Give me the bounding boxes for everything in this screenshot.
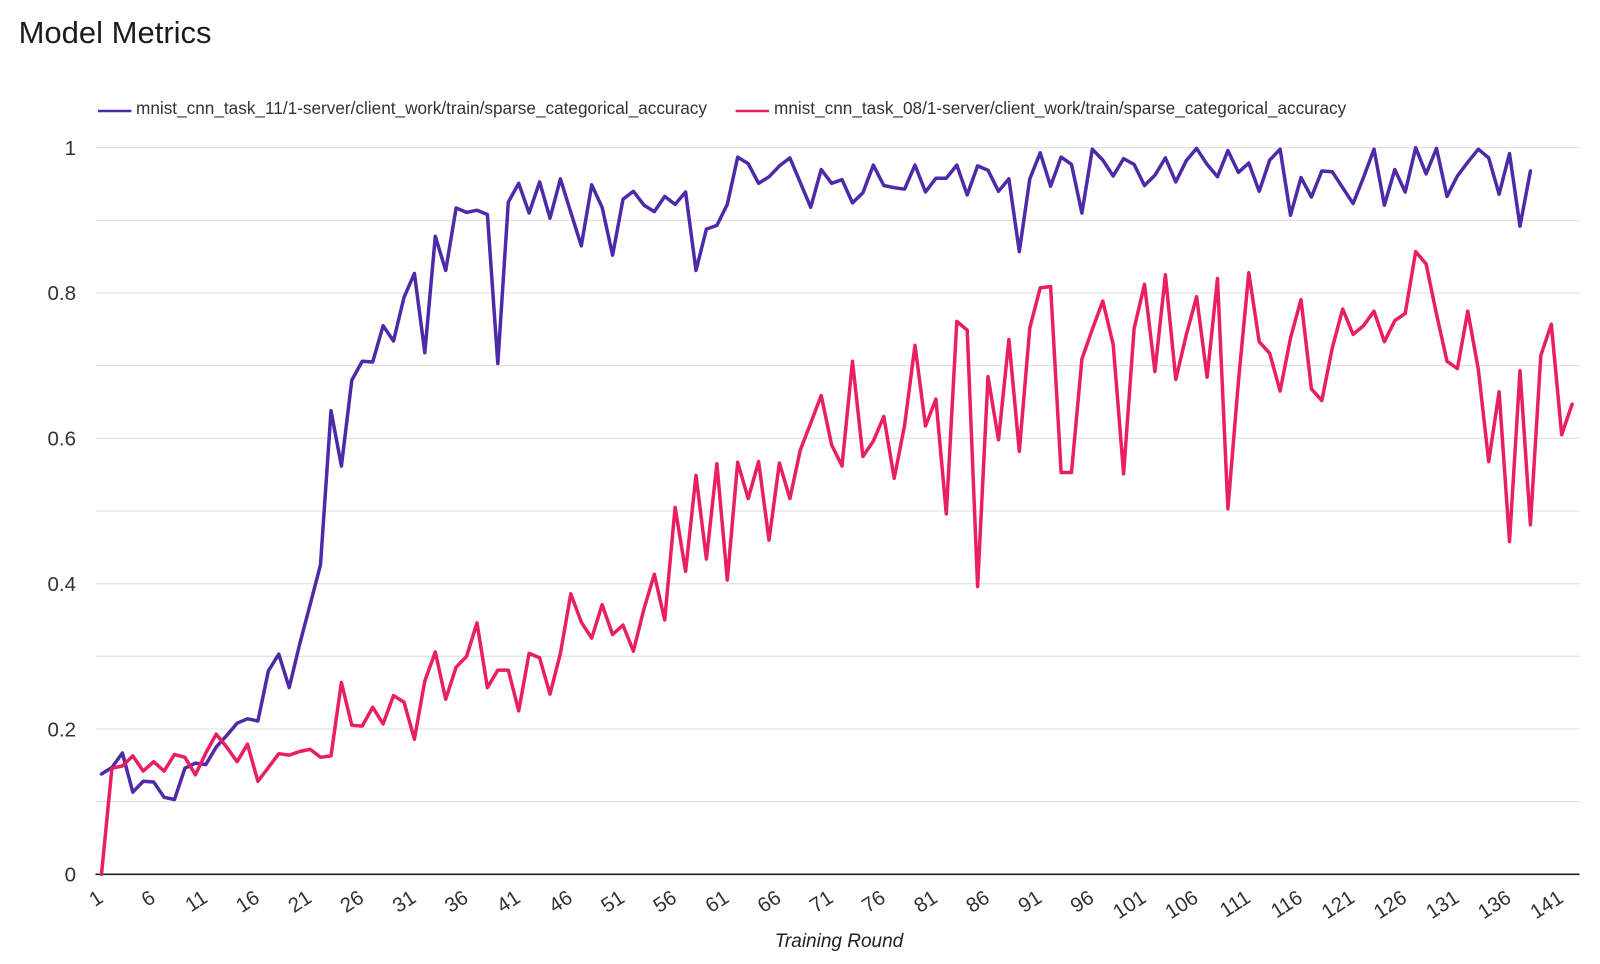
svg-text:0.4: 0.4 (48, 573, 77, 596)
svg-text:mnist_cnn_task_11/1-server/cli: mnist_cnn_task_11/1-server/client_work/t… (136, 98, 707, 118)
svg-text:Training Round: Training Round (775, 931, 905, 952)
svg-text:0.2: 0.2 (48, 718, 77, 741)
svg-text:0.6: 0.6 (48, 428, 77, 451)
svg-text:1: 1 (65, 137, 76, 160)
svg-text:0.8: 0.8 (48, 282, 77, 305)
svg-text:0: 0 (65, 864, 76, 887)
svg-text:Model Metrics: Model Metrics (19, 15, 212, 50)
svg-text:mnist_cnn_task_08/1-server/cli: mnist_cnn_task_08/1-server/client_work/t… (774, 98, 1347, 118)
